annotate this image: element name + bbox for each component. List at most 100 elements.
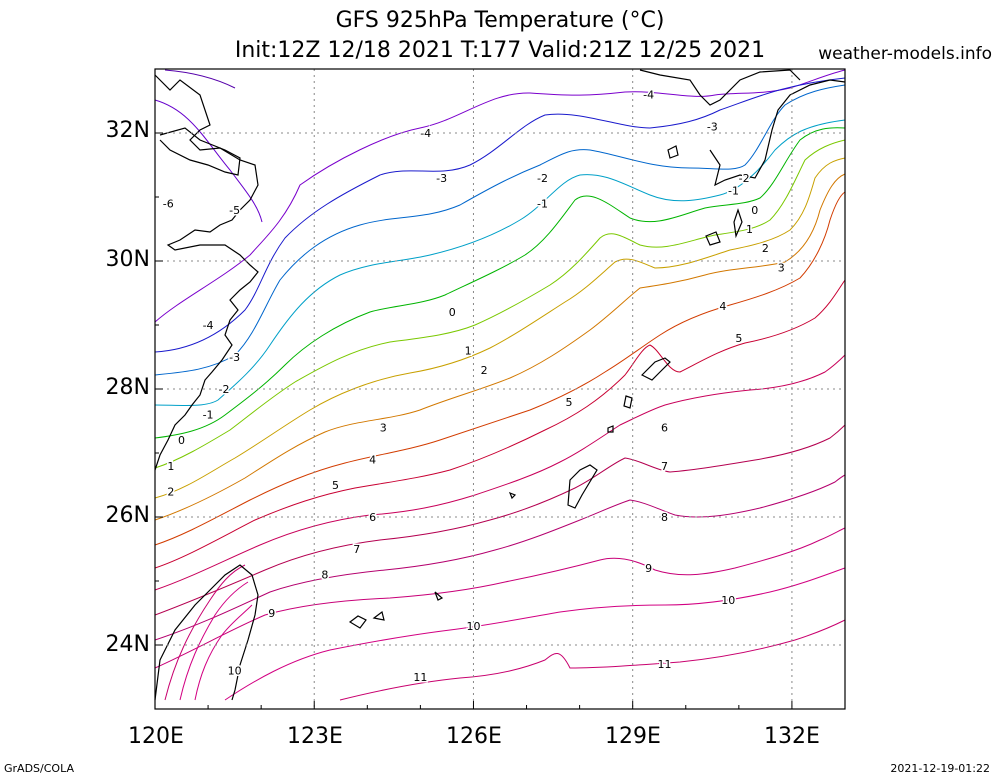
contour-label: -4 xyxy=(643,89,654,102)
taiwan-coast xyxy=(154,564,259,701)
contour-label: 5 xyxy=(566,396,573,409)
contour-label: 11 xyxy=(658,658,672,671)
contour-label: 11 xyxy=(413,671,427,684)
lon-label-120e: 120E xyxy=(128,724,184,749)
contour-label: -6 xyxy=(163,197,174,210)
axis-ticks xyxy=(154,68,846,710)
isotherm-8 xyxy=(154,474,846,641)
contour-label: 7 xyxy=(353,543,360,556)
contour-label: -2 xyxy=(537,172,548,185)
korea-coast xyxy=(639,69,801,106)
contour-label: 5 xyxy=(735,332,742,345)
footer-credit: GrADS/COLA xyxy=(4,762,74,775)
contour-label: 7 xyxy=(661,460,668,473)
contour-label: 5 xyxy=(332,479,339,492)
isotherm-5 xyxy=(154,279,846,569)
isotherm-taiwan-c xyxy=(194,604,253,701)
okinoerabu xyxy=(607,425,614,433)
contour-label: 2 xyxy=(481,364,488,377)
lat-lon-grid xyxy=(155,69,845,709)
contour-label: 6 xyxy=(369,511,376,524)
isotherm-7 xyxy=(154,424,846,616)
map-title: GFS 925hPa Temperature (°C) xyxy=(335,8,665,33)
contour-label: -5 xyxy=(229,204,240,217)
china-coast-inner xyxy=(159,127,241,176)
contour-label: -2 xyxy=(219,383,230,396)
lon-label-123e: 123E xyxy=(287,724,343,749)
site-credit: weather-models.info xyxy=(818,44,992,64)
contour-label: 9 xyxy=(645,562,652,575)
isotherm-2 xyxy=(154,157,846,499)
contour-label: -4 xyxy=(420,127,431,140)
isotherm-1 xyxy=(154,139,846,469)
isotherm-taiwan-a xyxy=(164,564,246,701)
isotherm-minus3 xyxy=(154,77,846,353)
tanegashima xyxy=(733,208,743,239)
tokunoshima xyxy=(623,395,633,409)
contour-label: 0 xyxy=(449,306,456,319)
isotherm-9 xyxy=(154,527,846,669)
contour-label: -2 xyxy=(739,172,750,185)
contour-label: 2 xyxy=(167,485,174,498)
lat-label-26n: 26N xyxy=(105,503,150,528)
contour-label: 1 xyxy=(465,345,472,358)
isotherm-minus1 xyxy=(154,119,846,407)
lon-label-126e: 126E xyxy=(446,724,502,749)
contour-label: -1 xyxy=(203,409,214,422)
contour-label: -3 xyxy=(707,121,718,134)
contour-label: 1 xyxy=(746,223,753,236)
kume-island xyxy=(508,491,517,500)
isotherm-minus5 xyxy=(154,99,263,223)
contour-label: -1 xyxy=(728,185,739,198)
contour-label: 10 xyxy=(466,620,480,633)
yakushima xyxy=(705,231,721,246)
contour-label: 10 xyxy=(721,594,735,607)
isotherm-minus2 xyxy=(154,84,846,376)
miyako xyxy=(434,591,444,601)
contour-label: 2 xyxy=(762,242,769,255)
contour-label: -4 xyxy=(203,319,214,332)
contour-label: 8 xyxy=(321,569,328,582)
contour-label: 6 xyxy=(661,421,668,434)
coastlines xyxy=(154,69,846,701)
lat-label-24n: 24N xyxy=(105,632,150,657)
contour-label: -3 xyxy=(436,172,447,185)
isotherm-6 xyxy=(154,354,846,591)
map-subtitle: Init:12Z 12/18 2021 T:177 Valid:21Z 12/2… xyxy=(234,38,766,63)
isotherm-minus4 xyxy=(154,69,846,323)
isotherm-lines xyxy=(154,69,846,701)
jeju-island xyxy=(667,145,679,159)
isotherm-10 xyxy=(224,567,846,701)
isotherm-11 xyxy=(339,619,846,701)
okinawa-main xyxy=(567,464,598,509)
contour-label: 9 xyxy=(268,607,275,620)
contour-label: 3 xyxy=(778,261,785,274)
amami-oshima xyxy=(640,357,671,381)
lat-label-28n: 28N xyxy=(105,375,150,400)
iriomote xyxy=(372,610,385,621)
isotherm-taiwan-b xyxy=(179,581,249,701)
ishigaki xyxy=(348,615,367,629)
kyushu-coast xyxy=(709,79,846,187)
china-coast xyxy=(154,74,259,471)
contour-label: 8 xyxy=(661,511,668,524)
lat-label-30n: 30N xyxy=(105,247,150,272)
footer-timestamp: 2021-12-19-01:22 xyxy=(890,762,990,775)
lat-label-32n: 32N xyxy=(105,118,150,143)
lon-label-132e: 132E xyxy=(764,724,820,749)
contour-label: 1 xyxy=(167,460,174,473)
contour-label: -3 xyxy=(229,351,240,364)
contour-label: 0 xyxy=(751,204,758,217)
lon-label-129e: 129E xyxy=(605,724,661,749)
isotherm-minus6 xyxy=(164,69,236,89)
contour-label: 10 xyxy=(228,665,242,678)
contour-label: -1 xyxy=(537,197,548,210)
isotherm-3 xyxy=(154,173,846,521)
contour-label: 0 xyxy=(178,434,185,447)
isotherm-4 xyxy=(154,191,846,546)
contour-label: 3 xyxy=(380,421,387,434)
contour-label: 4 xyxy=(369,453,376,466)
isotherm-0 xyxy=(154,127,846,439)
